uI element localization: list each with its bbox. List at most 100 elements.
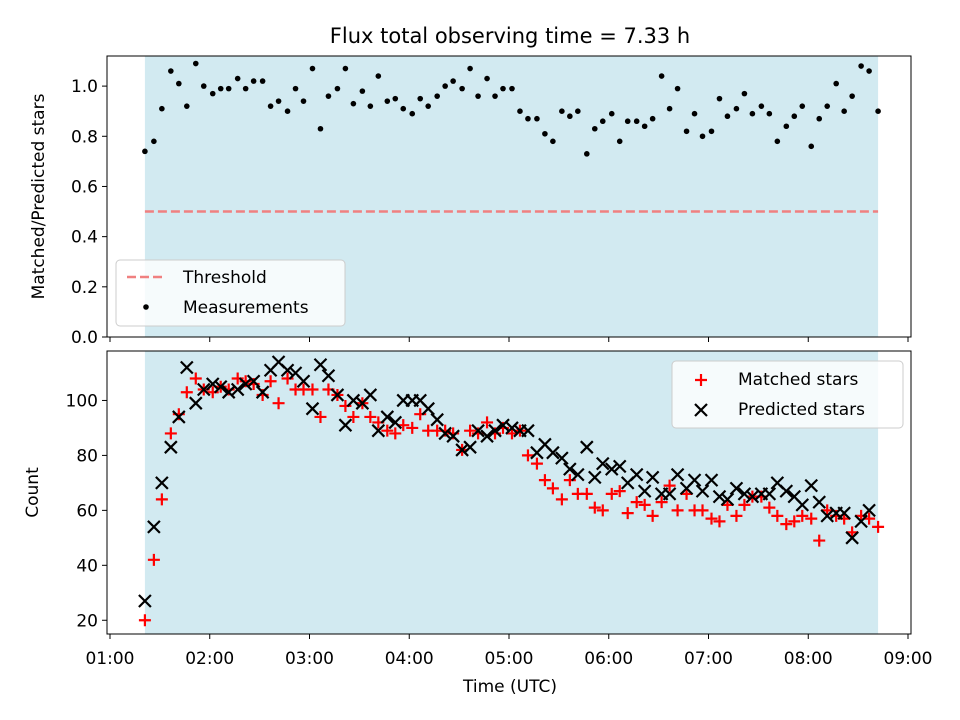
measurement-point (708, 128, 715, 135)
predicted-star-marker (430, 412, 444, 427)
count-y-tick-label: 40 (76, 556, 98, 576)
measurement-point (641, 123, 648, 130)
predicted-star-marker (380, 410, 395, 424)
measurement-point (534, 115, 540, 122)
predicted-star-marker (629, 467, 644, 482)
predicted-star-marker (438, 426, 452, 441)
predicted-star-marker (820, 509, 834, 523)
matched-star-marker (272, 397, 285, 410)
matched-star-marker (580, 487, 593, 500)
measurement-point (475, 93, 481, 99)
measurement-point (467, 65, 473, 72)
predicted-star-marker (280, 363, 295, 378)
legend-matched-swatch (695, 374, 707, 386)
measurement-point (434, 93, 440, 99)
ratio-legend-box (115, 259, 346, 327)
measurement-point (724, 113, 731, 120)
measurement-point (674, 85, 681, 92)
ratio-y-tick-label: 0.6 (71, 177, 98, 197)
count-x-tick-label: 04:00 (385, 649, 434, 669)
predicted-star-marker (363, 388, 378, 402)
measurement-point (699, 133, 706, 140)
count-panel: 20 40 60 80 100 01:00 02:00 03:00 04:00 05:00 06:… (23, 350, 933, 697)
measurement-point (309, 65, 316, 72)
legend-predicted-swatch (694, 403, 708, 417)
measurement-point (234, 75, 241, 82)
measurement-point (259, 78, 266, 84)
matched-star-marker (147, 553, 160, 566)
measurement-point (649, 115, 656, 122)
matched-star-marker (655, 496, 668, 509)
predicted-star-marker (737, 487, 752, 501)
predicted-star-marker (172, 410, 186, 424)
measurement-point (799, 103, 806, 109)
matched-star-marker (347, 410, 360, 423)
measurement-point (858, 63, 864, 69)
matched-star-marker (264, 375, 277, 388)
legend-measurement-label: Measurements (183, 298, 309, 318)
matched-star-marker (730, 509, 743, 522)
measurement-point (791, 113, 798, 120)
matched-star-marker (696, 504, 709, 517)
predicted-star-marker (155, 476, 169, 490)
measurement-point (824, 103, 831, 109)
measurement-point (691, 110, 698, 117)
predicted-star-marker (762, 487, 777, 501)
measurement-point (225, 85, 232, 92)
predicted-star-marker (180, 360, 194, 375)
measurement-point (392, 95, 399, 102)
predicted-star-marker (695, 484, 710, 498)
predicted-star-marker (221, 385, 236, 399)
measurement-point (783, 123, 790, 130)
ratio-y-axis: 0.0 0.2 0.4 0.6 0.8 1.0 (71, 77, 107, 348)
predicted-star-marker (313, 357, 328, 372)
measurement-point (509, 85, 515, 92)
count-legend-box (671, 360, 904, 429)
predicted-star-marker (455, 443, 469, 457)
measurement-point (525, 115, 531, 122)
predicted-star-marker (246, 374, 261, 389)
measurement-point (542, 130, 548, 137)
measurement-point (292, 85, 299, 92)
matched-star-marker (596, 504, 609, 517)
predicted-star-marker (795, 498, 810, 512)
matched-star-marker (521, 449, 534, 462)
ratio-legend: Threshold Measurements (115, 259, 346, 327)
measurement-point (209, 90, 216, 97)
measurement-point (658, 73, 665, 79)
predicted-star-marker (196, 382, 211, 397)
legend-threshold-label: Threshold (182, 268, 267, 288)
count-y-tick-label: 100 (66, 391, 98, 411)
matched-star-marker (588, 501, 601, 514)
matched-star-marker (646, 509, 659, 522)
predicted-star-marker (563, 462, 577, 476)
predicted-star-marker (480, 429, 494, 443)
matched-star-marker (605, 487, 618, 500)
matched-star-marker (164, 427, 177, 440)
measurement-point (151, 138, 157, 145)
predicted-star-marker (712, 489, 727, 504)
predicted-star-marker (854, 514, 868, 529)
count-y-axis: 20 40 60 80 100 (66, 391, 107, 631)
predicted-star-marker (463, 440, 477, 454)
matched-star-marker (872, 520, 885, 533)
measurement-point (450, 78, 456, 84)
matched-star-marker (546, 482, 559, 495)
measurement-point (284, 108, 291, 114)
matched-star-marker (314, 410, 327, 423)
measurement-point (325, 93, 332, 99)
predicted-star-marker (346, 393, 361, 408)
measurement-point (741, 90, 748, 97)
count-x-axis-label: Time (UTC) (462, 677, 557, 697)
matched-star-marker (788, 515, 801, 528)
ratio-y-tick-label: 0.0 (71, 328, 98, 348)
measurement-point (559, 108, 565, 114)
predicted-stars-points (138, 355, 876, 608)
matched-star-marker (638, 498, 651, 511)
measurement-point (242, 85, 249, 92)
matched-star-marker (180, 386, 193, 399)
measurement-point (359, 88, 366, 94)
predicted-star-marker (138, 594, 152, 608)
measurement-point (300, 98, 307, 104)
